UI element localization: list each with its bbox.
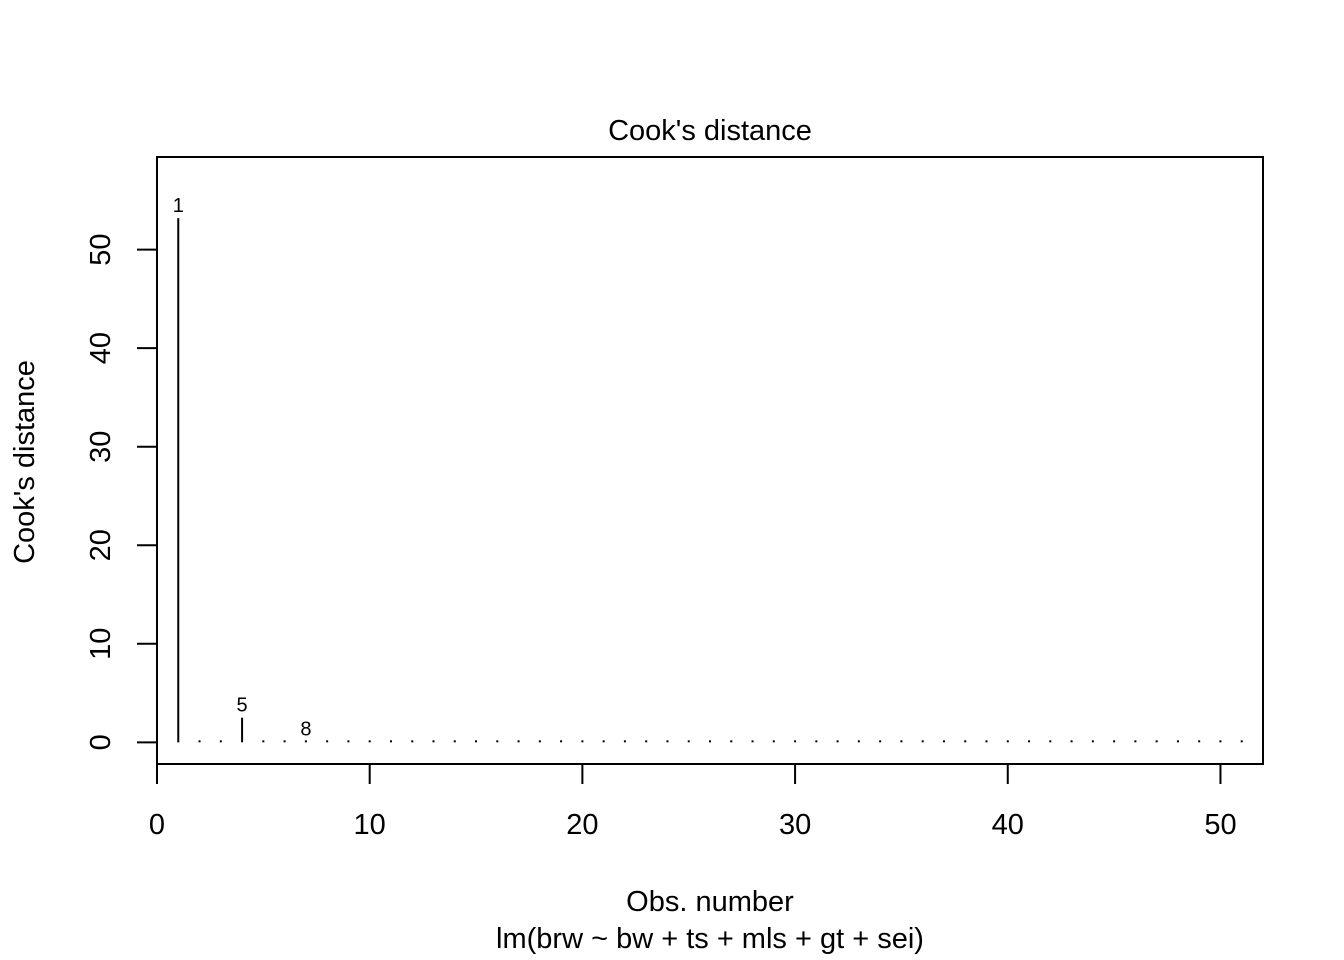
x-tick-label: 0	[149, 809, 165, 841]
x-axis-subtitle: lm(brw ~ bw + ts + mls + gt + sei)	[496, 923, 924, 955]
y-tick-label: 20	[85, 529, 117, 561]
x-axis: 0 10 20 30 40 50	[149, 763, 1237, 841]
chart-title: Cook's distance	[608, 115, 812, 147]
point-label-1: 1	[173, 195, 184, 217]
bars	[177, 218, 1243, 743]
y-axis: 0 10 20 30 40 50	[85, 233, 158, 750]
x-axis-label: Obs. number	[626, 886, 794, 918]
point-labels: 1 5 8	[173, 195, 312, 740]
y-tick-label: 10	[85, 628, 117, 660]
x-tick-label: 50	[1204, 809, 1236, 841]
x-tick-label: 30	[779, 809, 811, 841]
x-tick-label: 20	[566, 809, 598, 841]
y-axis-label: Cook's distance	[9, 360, 41, 564]
y-tick-label: 40	[85, 332, 117, 364]
y-tick-label: 50	[85, 233, 117, 265]
plot-frame	[156, 156, 1264, 765]
x-tick-label: 10	[354, 809, 386, 841]
y-tick-label: 30	[85, 431, 117, 463]
point-label-5: 5	[237, 695, 248, 717]
y-tick-label: 0	[85, 734, 117, 750]
x-tick-label: 40	[992, 809, 1024, 841]
point-label-8: 8	[300, 718, 311, 740]
